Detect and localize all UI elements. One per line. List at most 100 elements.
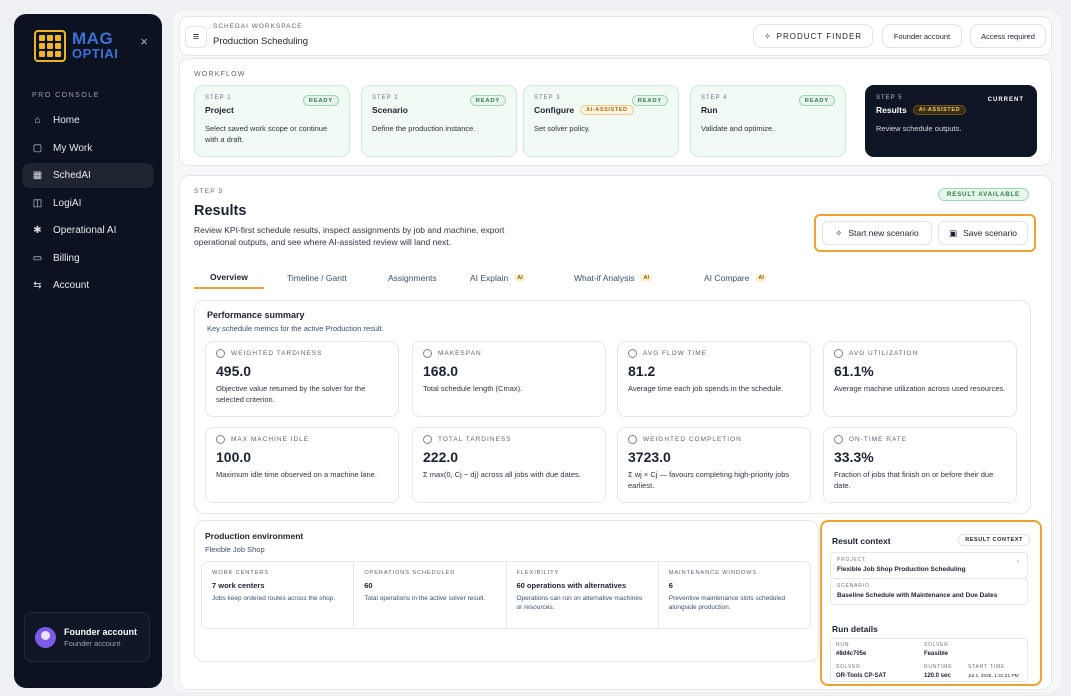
run-details-title: Run details (832, 624, 878, 634)
save-icon: ▣ (949, 227, 958, 238)
brand-logo[interactable]: MAG OPTIAI (34, 30, 118, 62)
card-icon: ▭ (32, 252, 43, 264)
sidebar-item-operational-ai[interactable]: ✱ Operational AI (22, 218, 154, 243)
section-title: Result context (832, 536, 891, 546)
kpi-value: 81.2 (628, 363, 656, 379)
start-time-value: Jul 1, 2026, 1:31:21 PM (968, 674, 1019, 679)
kpi-card: WEIGHTED COMPLETION 3723.0 Σ wj × Cj — f… (617, 427, 811, 503)
save-scenario-button[interactable]: ▣ Save scenario (938, 221, 1028, 245)
result-context-badge: RESULT CONTEXT (958, 534, 1030, 546)
env-value: 60 (364, 581, 373, 590)
sidebar-item-account[interactable]: ⇆ Account (22, 273, 154, 298)
idle-icon (216, 435, 225, 444)
save-scenario-label: Save scenario (963, 228, 1017, 238)
top-bar: ≡ SCHEDAI WORKSPACE Production Schedulin… (179, 16, 1052, 56)
step-number: STEP 2 (372, 95, 399, 101)
sidebar-item-my-work[interactable]: ▢ My Work (22, 136, 154, 161)
section-subtitle: Flexible Job Shop (205, 545, 265, 554)
sidebar-item-label: Operational AI (53, 225, 117, 236)
ai-tag: AI (755, 274, 767, 282)
tab-label: Overview (210, 272, 248, 282)
kpi-description: Objective value returned by the solver f… (216, 384, 366, 404)
scenario-label: SCENARIO (837, 583, 870, 589)
product-finder-label: PRODUCT FINDER (776, 31, 863, 41)
kpi-value: 61.1% (834, 363, 874, 379)
sidebar-nav: ⌂ Home ▢ My Work ▦ SchedAI ◫ LogiAI ✱ Op… (22, 108, 154, 301)
alert-icon (423, 435, 432, 444)
project-row[interactable]: PROJECT Flexible Job Shop Production Sch… (830, 552, 1028, 579)
step-title: Scenario (372, 105, 408, 115)
kpi-value: 168.0 (423, 363, 459, 379)
workflow-step-4[interactable]: STEP 4 READY Run Validate and optimize. (690, 85, 846, 157)
results-description: Review KPI-first schedule results, inspe… (194, 225, 505, 247)
env-cell: MAINTENANCE WINDOWS 6 Preventive mainten… (659, 562, 810, 628)
tab-ai-explain[interactable]: AI Explain AI (470, 267, 526, 289)
status-badge: READY (469, 95, 506, 106)
menu-icon[interactable]: ≡ (185, 26, 207, 48)
tab-label: Timeline / Gantt (287, 273, 347, 283)
tab-ai-compare[interactable]: AI Compare AI (704, 267, 767, 289)
switch-icon: ⇆ (33, 280, 42, 291)
founder-account-button[interactable]: Founder account (882, 24, 962, 48)
sidebar-item-home[interactable]: ⌂ Home (22, 108, 154, 133)
run-label: RUN (836, 642, 850, 648)
workspace-label: SCHEDAI WORKSPACE (213, 23, 303, 30)
clock-icon (423, 349, 432, 358)
workflow-step-1[interactable]: STEP 1 READY Project Select saved work s… (194, 85, 350, 157)
sidebar-item-billing[interactable]: ▭ Billing (22, 246, 154, 271)
run-details-grid: RUN #8d4c705e SOLVER Feasible SOLVER OR-… (830, 638, 1028, 682)
kpi-label: TOTAL TARDINESS (438, 436, 512, 443)
section-title: Production environment (205, 531, 304, 541)
access-required-button[interactable]: Access required (970, 24, 1046, 48)
kpi-label: MAKESPAN (438, 350, 482, 357)
kpi-card: ON-TIME RATE 33.3% Fraction of jobs that… (823, 427, 1017, 503)
sidebar: MAG OPTIAI × PRO CONSOLE ⌂ Home ▢ My Wor… (14, 14, 162, 688)
workflow-step-5[interactable]: STEP 5 CURRENT Results AI-ASSISTED Revie… (865, 85, 1037, 157)
kpi-description: Average machine utilization across used … (834, 384, 1006, 393)
kpi-value: 222.0 (423, 449, 459, 465)
workflow-step-3[interactable]: STEP 3 READY Configure AI-ASSISTED Set s… (523, 85, 679, 157)
kpi-card: AVG FLOW TIME 81.2 Average time each job… (617, 341, 811, 417)
tab-label: AI Explain (470, 273, 509, 283)
kpi-description: Total schedule length (Cmax). (423, 384, 523, 393)
start-new-scenario-button[interactable]: ✧ Start new scenario (822, 221, 932, 245)
product-finder-button[interactable]: ✧ PRODUCT FINDER (753, 24, 873, 48)
kpi-description: Σ wj × Cj — favours completing high-prio… (628, 470, 790, 490)
kpi-label: WEIGHTED TARDINESS (231, 350, 323, 357)
result-context-panel: Result context RESULT CONTEXT PROJECT Fl… (820, 520, 1042, 686)
box-icon: ◫ (32, 197, 43, 209)
step-title: Results (876, 105, 907, 115)
results-step-label: STEP 5 (194, 188, 224, 195)
kpi-label: AVG FLOW TIME (643, 350, 708, 357)
workflow-step-2[interactable]: STEP 2 READY Scenario Define the product… (361, 85, 517, 157)
sidebar-item-logiai[interactable]: ◫ LogiAI (22, 191, 154, 216)
sidebar-item-schedai[interactable]: ▦ SchedAI (22, 163, 154, 188)
env-label: FLEXIBILITY (516, 570, 560, 576)
scenario-actions: ✧ Start new scenario ▣ Save scenario (814, 214, 1036, 252)
env-description: Operations can run on alternative machin… (516, 595, 643, 611)
tab-overview[interactable]: Overview (194, 267, 264, 289)
ai-tag: AI (514, 274, 526, 282)
step-description: Set solver policy. (534, 124, 591, 133)
kpi-description: Average time each job spends in the sche… (628, 384, 784, 393)
target-icon (216, 349, 225, 358)
runtime-value: 120.0 sec (924, 673, 951, 679)
scenario-row: SCENARIO Baseline Schedule with Maintena… (830, 578, 1028, 605)
kpi-card: WEIGHTED TARDINESS 495.0 Objective value… (205, 341, 399, 417)
runtime-label: RUNTIME (924, 664, 953, 670)
env-value: 6 (668, 581, 673, 590)
sidebar-item-label: Account (53, 280, 90, 291)
kpi-description: Σ max(0, Cj − dj) across all jobs with d… (423, 470, 581, 479)
tab-assignments[interactable]: Assignments (388, 267, 437, 289)
kpi-label: AVG UTILIZATION (849, 350, 919, 357)
status-badge: READY (798, 95, 835, 106)
kpi-label: ON-TIME RATE (849, 436, 908, 443)
tab-what-if-analysis[interactable]: What-if Analysis AI (574, 267, 652, 289)
results-tabs: Overview Timeline / Gantt Assignments AI… (194, 267, 1039, 289)
status-badge: READY (631, 95, 668, 106)
tab-timeline-gantt[interactable]: Timeline / Gantt (287, 267, 347, 289)
user-card[interactable]: Founder account Founder account (24, 612, 150, 662)
user-name: Founder account (64, 626, 138, 637)
solver-label: SOLVER (836, 664, 861, 670)
close-icon[interactable]: × (140, 34, 148, 49)
